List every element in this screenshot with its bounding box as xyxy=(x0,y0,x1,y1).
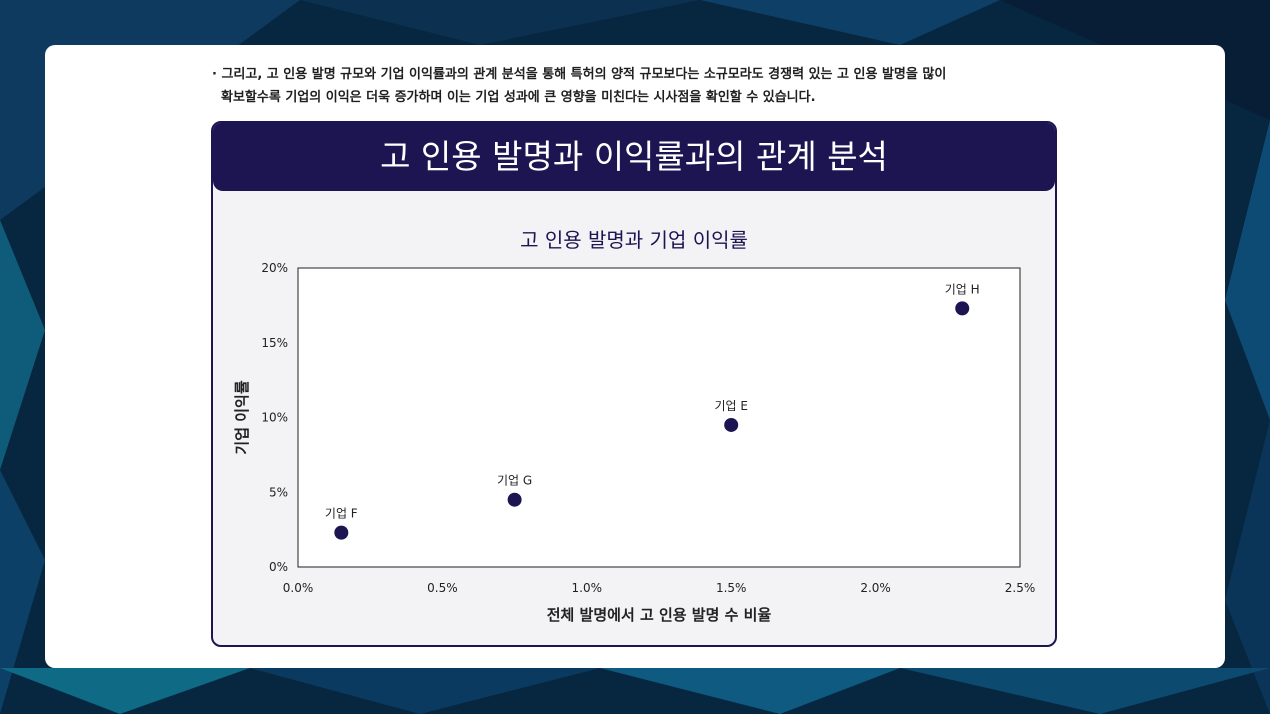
intro-line-1: · 그리고, 고 인용 발명 규모와 기업 이익률과의 관계 분석을 통해 특허… xyxy=(212,67,947,82)
point-label: 기업 E xyxy=(714,399,747,413)
data-point xyxy=(334,525,349,540)
x-tick-label: 1.0% xyxy=(572,581,603,595)
intro-paragraph: · 그리고, 고 인용 발명 규모와 기업 이익률과의 관계 분석을 통해 특허… xyxy=(212,63,1052,109)
plot-area xyxy=(297,267,1021,568)
panel-title: 고 인용 발명과 이익률과의 관계 분석 xyxy=(380,137,888,176)
x-tick-label: 2.0% xyxy=(860,581,891,595)
data-point xyxy=(507,492,522,507)
x-tick-label: 0.5% xyxy=(427,581,458,595)
data-point xyxy=(724,417,739,432)
y-tick-label: 10% xyxy=(261,411,288,425)
panel-header xyxy=(213,123,1055,191)
y-axis-label: 기업 이익률 xyxy=(233,380,251,454)
y-tick-label: 20% xyxy=(261,261,288,275)
point-label: 기업 H xyxy=(945,282,980,296)
x-tick-label: 2.5% xyxy=(1005,581,1036,595)
x-tick-label: 0.0% xyxy=(283,581,314,595)
point-label: 기업 G xyxy=(497,474,532,488)
y-tick-label: 5% xyxy=(269,485,288,499)
scatter-chart: 고 인용 발명과 기업 이익률 0.0% 0.5% 1.0% 1.5% 2.0% 2.5% 0… xyxy=(233,228,1036,624)
x-tick-label: 1.5% xyxy=(716,581,747,595)
x-axis-label: 전체 발명에서 고 인용 발명 수 비율 xyxy=(547,606,772,624)
data-point xyxy=(955,301,970,316)
y-tick-label: 15% xyxy=(261,336,288,350)
point-label: 기업 F xyxy=(325,507,358,521)
chart-title: 고 인용 발명과 기업 이익률 xyxy=(520,228,748,252)
intro-line-2: 확보할수록 기업의 이익은 더욱 증가하며 이는 기업 성과에 큰 영향을 미친… xyxy=(221,90,816,105)
y-tick-label: 0% xyxy=(269,560,288,574)
